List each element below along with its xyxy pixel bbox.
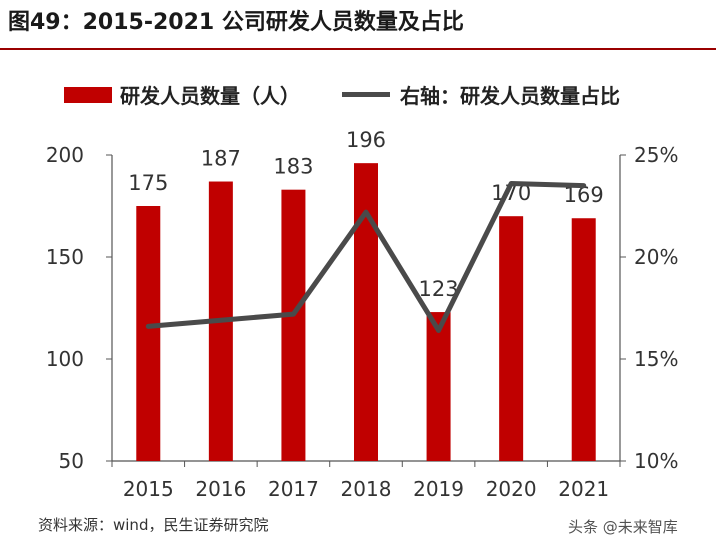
watermark: 头条 @未来智库 xyxy=(568,516,678,537)
bar-data-label-2018: 196 xyxy=(346,128,386,152)
x-axis-label-2021: 2021 xyxy=(558,477,609,501)
legend-line-swatch xyxy=(342,92,390,97)
bar-2017 xyxy=(281,189,306,461)
bar-data-label-2015: 175 xyxy=(128,171,168,195)
legend-line-label: 右轴：研发人员数量占比 xyxy=(400,84,620,108)
x-axis-label-2020: 2020 xyxy=(486,477,537,501)
right-axis-tick-label: 15% xyxy=(634,347,678,371)
bar-data-label-2017: 183 xyxy=(273,155,313,179)
watermark-text: 头条 @未来智库 xyxy=(568,518,678,536)
bar-2018 xyxy=(354,163,378,461)
left-axis-tick-label: 100 xyxy=(46,347,84,371)
x-axis-label-2016: 2016 xyxy=(195,477,246,501)
title-divider xyxy=(0,48,716,50)
right-axis-tick-label: 10% xyxy=(634,449,678,473)
bar-2021 xyxy=(571,218,596,461)
bar-data-label-2016: 187 xyxy=(201,147,241,171)
bar-2020 xyxy=(499,216,524,461)
bar-2019 xyxy=(426,312,451,461)
bar-data-label-2019: 123 xyxy=(419,277,459,301)
right-axis-tick-label: 25% xyxy=(634,143,678,167)
ratio-line xyxy=(145,181,587,333)
chart-title: 图49：2015-2021 公司研发人员数量及占比 xyxy=(8,10,464,35)
source-note: 资料来源：wind，民生证券研究院 xyxy=(38,516,269,534)
left-axis-tick-label: 150 xyxy=(46,245,84,269)
x-axis-label-2019: 2019 xyxy=(413,477,464,501)
x-axis-label-2018: 2018 xyxy=(341,477,392,501)
left-axis-tick-label: 200 xyxy=(46,143,84,167)
left-axis-tick-label: 50 xyxy=(59,449,84,473)
chart-legend: 研发人员数量（人） 右轴：研发人员数量占比 xyxy=(64,80,620,109)
x-axis-label-2017: 2017 xyxy=(268,477,319,501)
legend-bar-label: 研发人员数量（人） xyxy=(120,84,300,108)
x-axis-label-2015: 2015 xyxy=(123,477,174,501)
bar-2015 xyxy=(136,206,161,461)
legend-bar-swatch xyxy=(64,86,112,103)
right-axis-tick-label: 20% xyxy=(634,245,678,269)
